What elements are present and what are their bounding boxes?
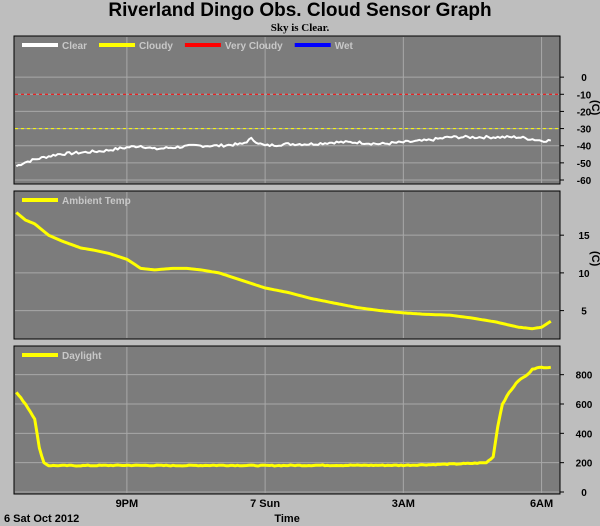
- sky-status-subtitle: Sky is Clear.: [270, 22, 330, 34]
- legend-swatch: [184, 43, 221, 47]
- x-axis-title: Time: [274, 513, 299, 525]
- legend-label: Very Cloudy: [225, 41, 283, 52]
- y-tick-label: 800: [576, 371, 593, 382]
- legend-swatch: [22, 353, 58, 357]
- legend-label: Ambient Temp: [62, 196, 131, 207]
- y-tick-label: 5: [581, 307, 587, 318]
- panel-sky-temperature: 0 -10 -20 -30 -40 -50 -60 (C) Clear Cloudy Very Cl…: [13, 35, 600, 187]
- y-tick-label: -60: [577, 176, 592, 187]
- legend-swatch: [294, 43, 331, 47]
- x-tick-label: 3AM: [392, 498, 415, 510]
- y-tick-label: 10: [578, 269, 590, 280]
- y-tick-label: 0: [581, 488, 587, 499]
- y-tick-label: 15: [578, 231, 590, 242]
- plot-area: [13, 345, 561, 495]
- y-tick-label: 400: [576, 429, 593, 440]
- legend-item: Wet: [294, 41, 354, 52]
- y-tick-label: -50: [577, 159, 592, 170]
- legend-item: Very Cloudy: [184, 41, 283, 52]
- y-unit-label: (C): [589, 100, 600, 116]
- chart-title: Riverland Dingo Obs. Cloud Sensor Graph: [108, 0, 492, 21]
- panel-daylight: 800 600 400 200 0 Daylight: [13, 345, 593, 499]
- legend-swatch: [99, 43, 136, 47]
- y-tick-label: 0: [581, 73, 587, 84]
- legend-item: Clear: [22, 41, 87, 52]
- y-unit-label: (C): [589, 251, 600, 267]
- y-tick-label: -40: [577, 142, 592, 153]
- date-label: 6 Sat Oct 2012: [4, 513, 79, 525]
- y-tick-label: -30: [577, 125, 592, 136]
- series-line-daylight: [15, 365, 551, 468]
- series-line-clear: [15, 134, 552, 168]
- plot-area: [13, 35, 561, 185]
- x-tick-label: 6AM: [530, 498, 553, 510]
- legend-label: Cloudy: [139, 41, 173, 52]
- series-line-ambient-temp: [15, 211, 552, 331]
- legend-item: Cloudy: [99, 41, 173, 52]
- legend-label: Wet: [335, 41, 354, 52]
- plot-area: [13, 190, 561, 340]
- legend-item: Daylight: [22, 351, 102, 362]
- legend-swatch: [22, 43, 58, 47]
- y-tick-label: -10: [577, 90, 592, 101]
- y-tick-label: 600: [576, 400, 593, 411]
- y-tick-label: 200: [576, 459, 593, 470]
- y-tick-label: -20: [577, 107, 592, 118]
- panel-ambient-temperature: 15 10 5 (C) Ambient Temp: [13, 190, 600, 340]
- x-tick-label: 9PM: [116, 498, 139, 510]
- legend-label: Clear: [62, 41, 87, 52]
- x-tick-label: 7 Sun: [250, 498, 280, 510]
- legend-swatch: [22, 198, 58, 202]
- legend-label: Daylight: [62, 351, 102, 362]
- legend-item: Ambient Temp: [22, 196, 131, 207]
